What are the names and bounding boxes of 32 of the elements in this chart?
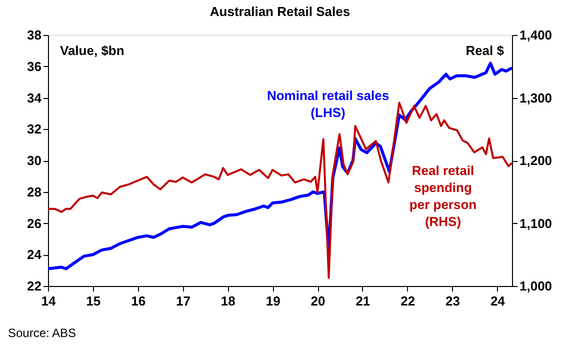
x-tick-label: 20 <box>310 294 326 308</box>
line-series <box>48 102 512 279</box>
y2-tick-label: 1,100 <box>520 216 552 231</box>
series-label: Real retail spending per person (RHS) <box>409 163 477 229</box>
y-tick-label: 30 <box>27 153 42 168</box>
source-note: Source: ABS <box>8 326 76 340</box>
y-axis-title: Value, $bn <box>60 43 124 58</box>
x-tick-label: 23 <box>446 294 460 308</box>
y2-tick-label: 1,000 <box>520 278 552 294</box>
chart-title: Australian Retail Sales <box>210 4 350 19</box>
y-tick-label: 38 <box>27 28 42 42</box>
x-tick-label: 17 <box>176 294 190 308</box>
y-tick-label: 22 <box>27 278 42 294</box>
x-tick-label: 15 <box>86 294 101 308</box>
x-tick-label: 16 <box>131 294 146 308</box>
y2-tick-label: 1,400 <box>520 28 552 42</box>
y-tick-label: 26 <box>27 216 42 231</box>
y-tick-label: 24 <box>27 247 42 262</box>
y-tick-label: 32 <box>27 122 42 137</box>
x-tick-label: 24 <box>490 294 506 308</box>
x-tick-label: 14 <box>41 294 56 308</box>
y2-tick-label: 1,300 <box>520 90 552 106</box>
series-label: Nominal retail sales (LHS) <box>266 88 390 120</box>
y2-tick-label: 1,200 <box>520 153 552 168</box>
y-tick-label: 36 <box>27 58 42 74</box>
y-tick-label: 28 <box>27 184 42 200</box>
x-tick-label: 22 <box>400 294 416 308</box>
x-tick-label: 21 <box>356 294 370 308</box>
x-tick-label: 18 <box>220 294 236 308</box>
y2-axis-title: Real $ <box>466 43 505 58</box>
x-tick-label: 19 <box>266 294 280 308</box>
y-tick-label: 34 <box>27 90 42 106</box>
